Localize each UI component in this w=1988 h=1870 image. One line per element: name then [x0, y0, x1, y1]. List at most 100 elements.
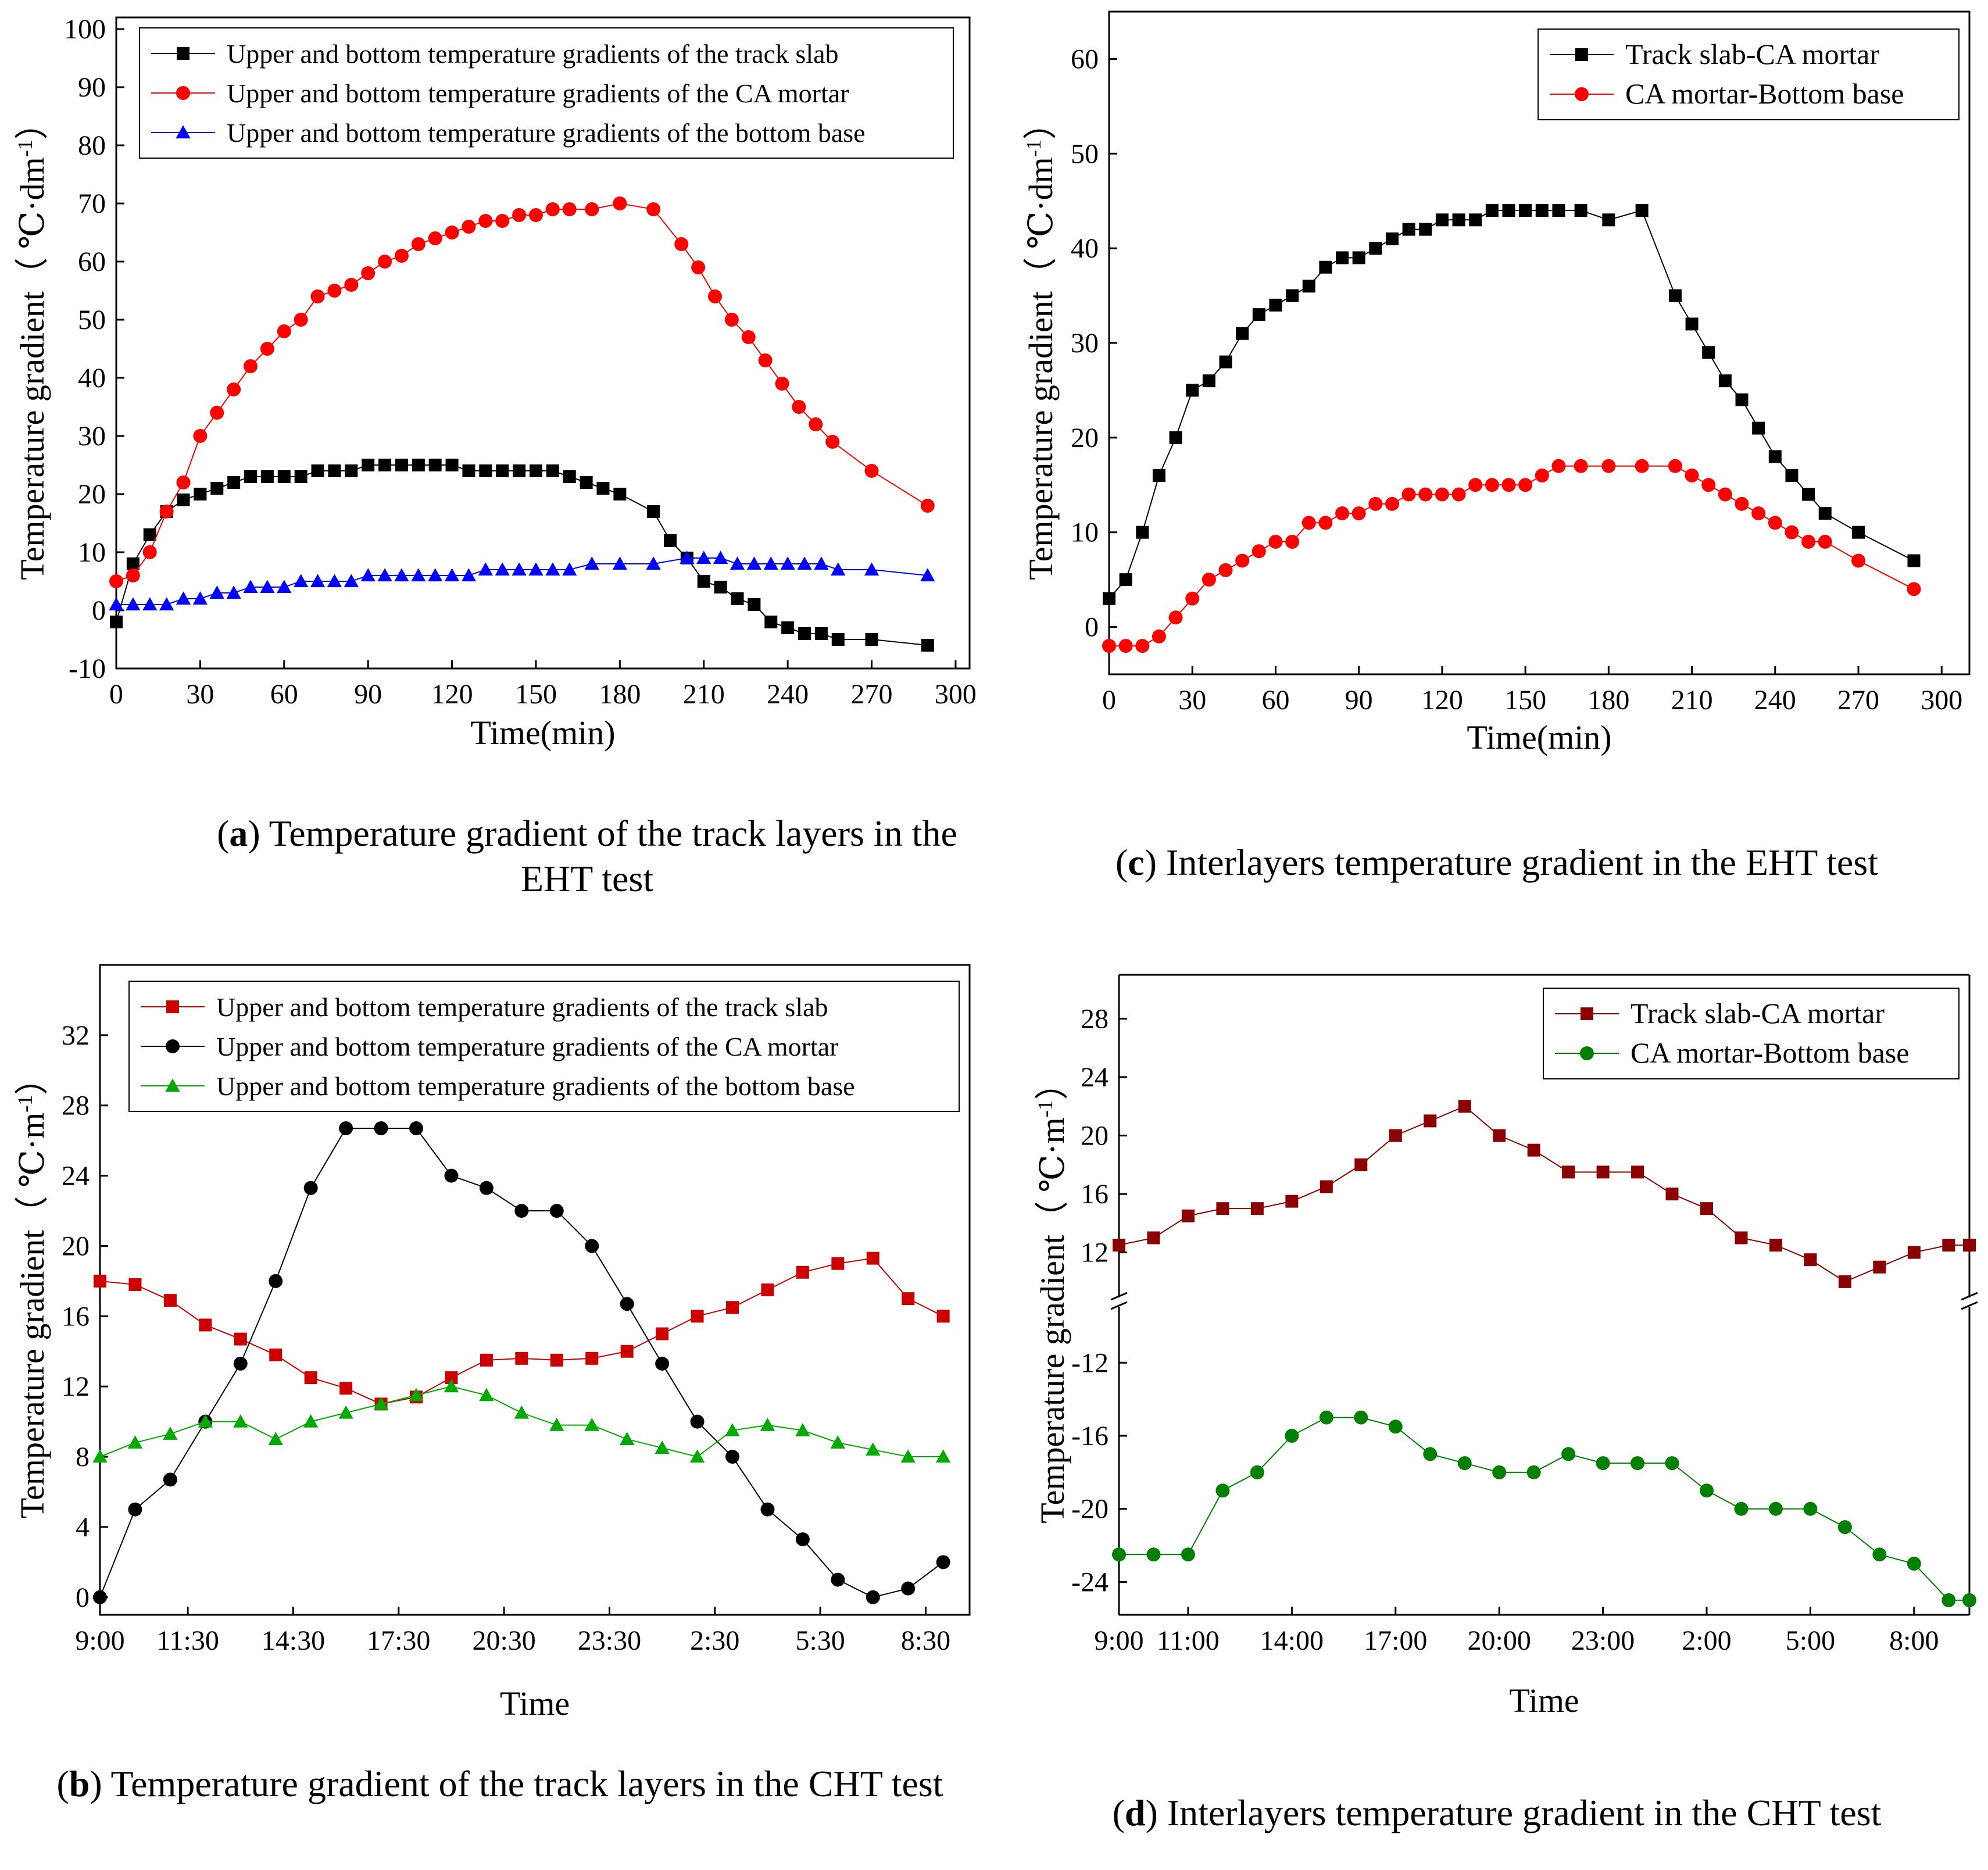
series-1: [1103, 204, 1921, 605]
data-point: [1136, 525, 1149, 539]
x-tick-label: 30: [1178, 685, 1206, 716]
data-point: [1768, 516, 1782, 530]
series-3: [109, 550, 935, 611]
data-point: [344, 574, 359, 588]
y-tick-label: 8: [76, 1442, 90, 1472]
series-2: [1102, 459, 1921, 653]
x-tick-label: 9:00: [1094, 1625, 1143, 1656]
data-point: [1818, 535, 1832, 549]
data-point: [362, 459, 375, 471]
y-tick-label: 40: [78, 363, 106, 394]
y-tick-label: 20: [1081, 1121, 1109, 1152]
data-point: [1527, 1143, 1540, 1157]
data-point: [814, 556, 829, 570]
data-point: [1751, 506, 1766, 521]
data-point: [663, 534, 677, 547]
x-tick-label: 270: [851, 679, 893, 710]
data-point: [478, 214, 493, 228]
data-point: [268, 1432, 283, 1445]
data-point: [198, 1414, 213, 1428]
data-point: [512, 562, 527, 576]
legend-box: [1543, 988, 1960, 1079]
data-point: [1668, 289, 1682, 302]
caption-a: (a) Temperature gradient of the track la…: [217, 813, 957, 899]
data-point: [394, 568, 409, 582]
series-line: [116, 464, 928, 646]
data-point: [1103, 592, 1115, 605]
x-tick-label: 180: [1587, 685, 1629, 716]
data-point: [277, 470, 291, 483]
data-point: [585, 1239, 599, 1253]
data-point: [1351, 506, 1366, 521]
data-point: [545, 562, 560, 576]
data-point: [1423, 1447, 1438, 1461]
x-tick-label: 60: [1261, 685, 1289, 716]
data-point: [831, 633, 845, 646]
data-point: [480, 1353, 493, 1367]
data-point: [1368, 496, 1383, 511]
data-point: [244, 470, 258, 483]
data-point: [428, 459, 442, 471]
data-point: [731, 592, 744, 605]
y-tick-label: -10: [69, 653, 106, 684]
x-tick-label: 240: [1754, 685, 1796, 716]
data-point: [1518, 478, 1533, 492]
x-tick-label: 20:00: [1468, 1625, 1531, 1656]
data-point: [1135, 639, 1150, 653]
data-point: [1336, 251, 1349, 264]
data-point: [902, 1292, 915, 1306]
legend-label: Upper and bottom temperature gradients o…: [216, 1071, 855, 1101]
data-point: [563, 470, 576, 483]
data-point: [655, 1440, 670, 1454]
data-point: [1804, 1253, 1817, 1267]
data-point: [809, 417, 823, 431]
x-tick-label: 5:30: [795, 1625, 845, 1656]
legend: Upper and bottom temperature gradients o…: [128, 981, 960, 1112]
data-point: [585, 1351, 599, 1365]
data-point: [1501, 478, 1516, 492]
data-point: [585, 202, 599, 216]
data-point: [210, 482, 224, 495]
data-point: [1942, 1239, 1955, 1252]
data-point: [1452, 213, 1465, 227]
data-point: [725, 1450, 739, 1464]
data-point: [303, 1414, 319, 1428]
data-point: [1202, 573, 1216, 587]
caption-c-letter: c: [1128, 842, 1145, 883]
data-point: [94, 1274, 106, 1288]
data-point: [378, 255, 392, 269]
chart-c: 0 30 60 90 120 150 180 210 240 270 300 0 10 20 30 40 50 6…: [1022, 10, 1971, 756]
data-point: [277, 580, 292, 593]
y-tick-label: 50: [1071, 138, 1099, 169]
y-tick-label: 20: [78, 479, 106, 510]
data-point: [1152, 629, 1166, 643]
y-tick-label: 30: [78, 421, 106, 452]
data-point: [1168, 610, 1183, 625]
data-point: [260, 470, 274, 483]
data-point: [176, 475, 191, 489]
data-point: [1561, 1447, 1576, 1461]
data-point: [1236, 327, 1249, 340]
data-point: [1318, 516, 1333, 530]
data-point: [830, 1435, 845, 1449]
data-point: [1385, 496, 1399, 511]
x-tick-label: 0: [1102, 685, 1116, 716]
data-point: [646, 202, 661, 216]
data-point: [1769, 1239, 1782, 1252]
legend-label: CA mortar-Bottom base: [1625, 77, 1904, 110]
data-point: [126, 557, 140, 570]
data-point: [831, 562, 846, 576]
data-point: [496, 464, 509, 477]
data-point: [831, 1257, 845, 1270]
data-point: [646, 556, 661, 570]
data-point: [338, 1405, 353, 1419]
series-2: [109, 196, 935, 588]
series-1: [94, 1252, 950, 1411]
y-tick-label: 28: [62, 1090, 90, 1121]
data-point: [328, 464, 341, 477]
legend-marker: [165, 1078, 180, 1092]
data-point: [795, 1532, 810, 1547]
x-tick-label: 5:00: [1786, 1625, 1835, 1656]
y-tick-label: 70: [78, 188, 106, 219]
caption-b-letter: b: [69, 1763, 90, 1804]
